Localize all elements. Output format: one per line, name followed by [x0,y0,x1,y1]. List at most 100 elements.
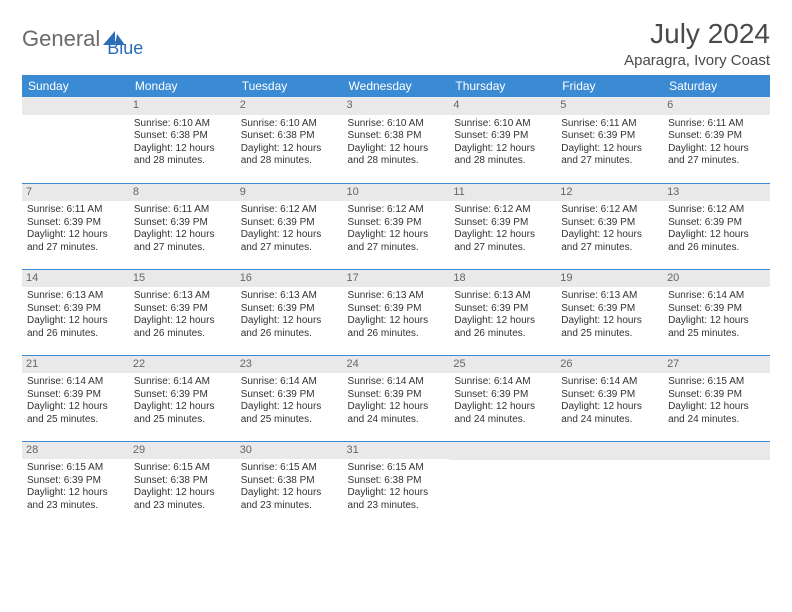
sunrise-line: Sunrise: 6:15 AM [241,462,338,475]
daylight-line: Daylight: 12 hours and 28 minutes. [348,143,445,168]
sunset-line: Sunset: 6:39 PM [241,303,338,316]
sunset-line: Sunset: 6:39 PM [241,389,338,402]
day-header: Sunday [22,75,129,97]
sunset-line: Sunset: 6:39 PM [454,130,551,143]
sunrise-line: Sunrise: 6:13 AM [561,290,658,303]
day-cell: 30Sunrise: 6:15 AMSunset: 6:38 PMDayligh… [236,441,343,527]
day-header: Monday [129,75,236,97]
day-number: 16 [236,270,343,288]
day-number: 27 [663,356,770,374]
sunrise-line: Sunrise: 6:11 AM [561,118,658,131]
sunrise-line: Sunrise: 6:14 AM [241,376,338,389]
day-header: Thursday [449,75,556,97]
day-cell: 29Sunrise: 6:15 AMSunset: 6:38 PMDayligh… [129,441,236,527]
sunset-line: Sunset: 6:39 PM [27,389,124,402]
day-number: 23 [236,356,343,374]
daylight-line: Daylight: 12 hours and 28 minutes. [241,143,338,168]
day-number: 25 [449,356,556,374]
sunset-line: Sunset: 6:38 PM [134,130,231,143]
daylight-line: Daylight: 12 hours and 25 minutes. [27,401,124,426]
daylight-line: Daylight: 12 hours and 28 minutes. [134,143,231,168]
sunrise-line: Sunrise: 6:10 AM [241,118,338,131]
sunset-line: Sunset: 6:39 PM [27,303,124,316]
day-cell: 8Sunrise: 6:11 AMSunset: 6:39 PMDaylight… [129,183,236,269]
daylight-line: Daylight: 12 hours and 27 minutes. [27,229,124,254]
day-cell: 5Sunrise: 6:11 AMSunset: 6:39 PMDaylight… [556,97,663,183]
daylight-line: Daylight: 12 hours and 24 minutes. [561,401,658,426]
daylight-line: Daylight: 12 hours and 23 minutes. [27,487,124,512]
sunrise-line: Sunrise: 6:13 AM [134,290,231,303]
daylight-line: Daylight: 12 hours and 26 minutes. [27,315,124,340]
day-cell: 10Sunrise: 6:12 AMSunset: 6:39 PMDayligh… [343,183,450,269]
day-number: 29 [129,442,236,460]
daylight-line: Daylight: 12 hours and 27 minutes. [561,229,658,254]
sunset-line: Sunset: 6:39 PM [561,217,658,230]
brand-logo: General Blue [22,18,143,59]
day-header-row: SundayMondayTuesdayWednesdayThursdayFrid… [22,75,770,97]
daylight-line: Daylight: 12 hours and 27 minutes. [241,229,338,254]
sunset-line: Sunset: 6:38 PM [241,475,338,488]
sunrise-line: Sunrise: 6:15 AM [668,376,765,389]
sunset-line: Sunset: 6:39 PM [668,130,765,143]
page-header: General Blue July 2024 Aparagra, Ivory C… [22,18,770,69]
sunset-line: Sunset: 6:39 PM [348,217,445,230]
day-cell: 12 Sunrise: 6:12 AMSunset: 6:39 PMDayligh… [556,183,663,269]
empty-day [22,97,129,115]
sunrise-line: Sunrise: 6:12 AM [241,204,338,217]
day-cell: 25Sunrise: 6:14 AMSunset: 6:39 PMDayligh… [449,355,556,441]
day-cell [556,441,663,527]
sunset-line: Sunset: 6:39 PM [348,389,445,402]
sunset-line: Sunset: 6:38 PM [348,130,445,143]
sunset-line: Sunset: 6:38 PM [134,475,231,488]
day-cell: 4Sunrise: 6:10 AMSunset: 6:39 PMDaylight… [449,97,556,183]
sunrise-line: Sunrise: 6:15 AM [134,462,231,475]
daylight-line: Daylight: 12 hours and 27 minutes. [348,229,445,254]
sunrise-line: Sunrise: 6:14 AM [454,376,551,389]
sunset-line: Sunset: 6:39 PM [454,303,551,316]
day-number: 2 [236,97,343,115]
day-cell: 22Sunrise: 6:14 AMSunset: 6:39 PMDayligh… [129,355,236,441]
day-cell: 23Sunrise: 6:14 AMSunset: 6:39 PMDayligh… [236,355,343,441]
day-cell [449,441,556,527]
daylight-line: Daylight: 12 hours and 27 minutes. [454,229,551,254]
title-block: July 2024 Aparagra, Ivory Coast [624,18,770,69]
daylight-line: Daylight: 12 hours and 23 minutes. [241,487,338,512]
day-cell: 3Sunrise: 6:10 AMSunset: 6:38 PMDaylight… [343,97,450,183]
day-number: 18 [449,270,556,288]
day-number: 12 [556,184,663,202]
week-row: 7Sunrise: 6:11 AMSunset: 6:39 PMDaylight… [22,183,770,269]
sunrise-line: Sunrise: 6:13 AM [348,290,445,303]
day-number: 13 [663,184,770,202]
day-number: 15 [129,270,236,288]
day-number: 28 [22,442,129,460]
sunrise-line: Sunrise: 6:11 AM [134,204,231,217]
daylight-line: Daylight: 12 hours and 26 minutes. [241,315,338,340]
sunrise-line: Sunrise: 6:10 AM [348,118,445,131]
sunset-line: Sunset: 6:39 PM [454,217,551,230]
day-cell: 1Sunrise: 6:10 AMSunset: 6:38 PMDaylight… [129,97,236,183]
daylight-line: Daylight: 12 hours and 23 minutes. [348,487,445,512]
sunrise-line: Sunrise: 6:10 AM [134,118,231,131]
daylight-line: Daylight: 12 hours and 25 minutes. [561,315,658,340]
day-number: 14 [22,270,129,288]
sunset-line: Sunset: 6:39 PM [134,217,231,230]
brand-part2: Blue [107,38,143,59]
day-cell: 28Sunrise: 6:15 AMSunset: 6:39 PMDayligh… [22,441,129,527]
day-cell: 27Sunrise: 6:15 AMSunset: 6:39 PMDayligh… [663,355,770,441]
sunrise-line: Sunrise: 6:12 AM [561,204,658,217]
sunset-line: Sunset: 6:39 PM [348,303,445,316]
sunrise-line: Sunrise: 6:12 AM [348,204,445,217]
day-cell: 26Sunrise: 6:14 AMSunset: 6:39 PMDayligh… [556,355,663,441]
day-number: 7 [22,184,129,202]
sunrise-line: Sunrise: 6:12 AM [668,204,765,217]
daylight-line: Daylight: 12 hours and 28 minutes. [454,143,551,168]
sunset-line: Sunset: 6:39 PM [454,389,551,402]
day-cell [22,97,129,183]
day-cell: 15Sunrise: 6:13 AMSunset: 6:39 PMDayligh… [129,269,236,355]
day-number: 20 [663,270,770,288]
sunrise-line: Sunrise: 6:10 AM [454,118,551,131]
day-header: Wednesday [343,75,450,97]
day-cell: 19Sunrise: 6:13 AMSunset: 6:39 PMDayligh… [556,269,663,355]
day-header: Friday [556,75,663,97]
day-cell: 2Sunrise: 6:10 AMSunset: 6:38 PMDaylight… [236,97,343,183]
